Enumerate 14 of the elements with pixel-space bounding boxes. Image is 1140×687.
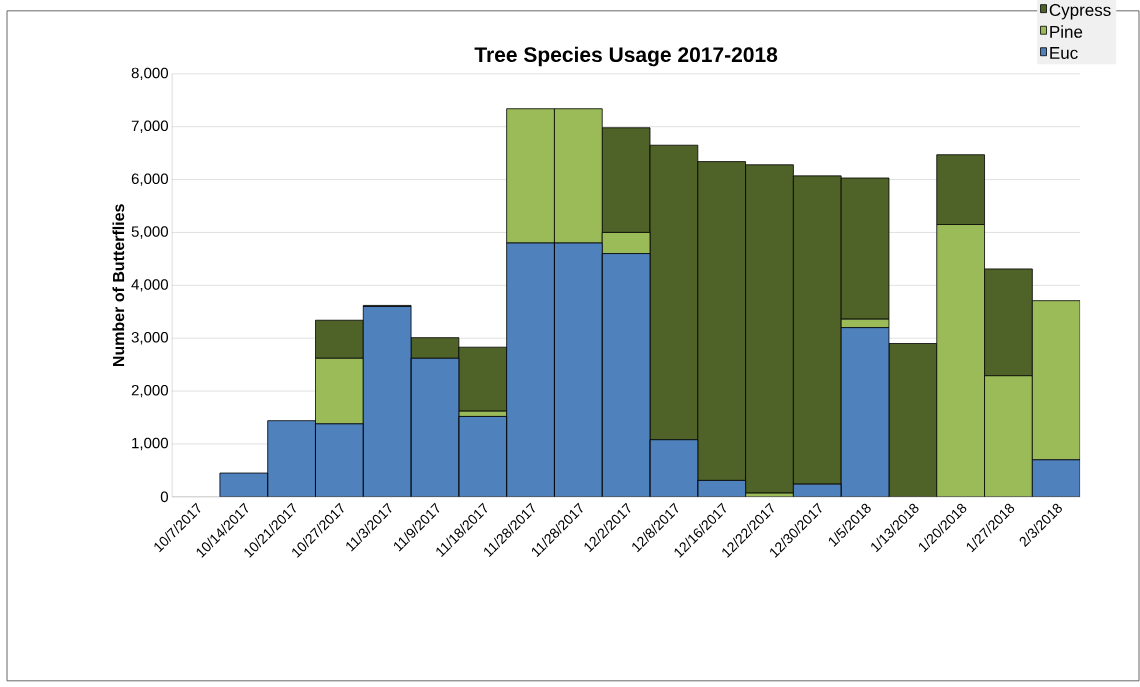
legend-label: Pine — [1050, 25, 1083, 38]
y-tick-label: 3,000 — [131, 332, 168, 345]
legend-label: Cypress — [1049, 4, 1111, 20]
y-tick-label: 8,000 — [131, 67, 168, 81]
y-tick-label: 4,000 — [131, 279, 168, 292]
y-tick-label: 7,000 — [131, 120, 168, 133]
y-tick-label: 2,000 — [131, 384, 168, 398]
legend-label: Euc — [1050, 47, 1078, 60]
y-tick-label: 1,000 — [132, 437, 168, 451]
y-tick-label: 6,000 — [131, 173, 168, 186]
y-axis-title: Number of Butterflies — [112, 204, 125, 367]
y-tick-label: 0 — [160, 491, 168, 503]
y-tick-label: 5,000 — [131, 226, 168, 239]
chart-title: Tree Species Usage 2017-2018 — [474, 46, 778, 67]
